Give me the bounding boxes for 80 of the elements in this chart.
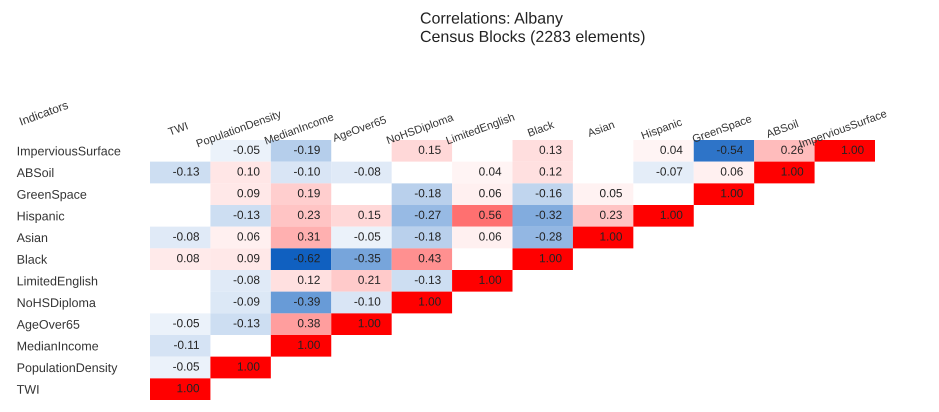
data-label: 0.04: [479, 167, 502, 176]
data-label: 0.15: [358, 210, 380, 219]
data-label: -0.13: [414, 276, 441, 284]
data-label: -0.39: [294, 297, 320, 306]
chart-title: Correlations: Albany Census Blocks (2283 elements): [420, 12, 644, 46]
data-label: -0.07: [656, 167, 682, 176]
data-label: -0.62: [294, 254, 320, 262]
data-label: -0.10: [294, 167, 320, 176]
data-label: 0.09: [237, 254, 260, 262]
data-label: -0.05: [354, 232, 380, 241]
data-label: 0.06: [720, 167, 743, 176]
data-label: 1.00: [480, 276, 502, 284]
data-label: -0.05: [234, 146, 260, 154]
y-tick-label: Black: [18, 254, 48, 264]
data-label: -0.32: [536, 210, 562, 219]
y-tick-label: PopulationDensity: [18, 362, 118, 375]
data-label: -0.16: [536, 188, 562, 198]
data-label: 1.00: [721, 188, 743, 198]
data-label: 1.00: [419, 297, 441, 306]
x-tick-label: TWI: [167, 122, 188, 136]
data-label: 0.12: [540, 167, 562, 176]
x-tick-label: Black: [527, 120, 555, 137]
data-label: 0.23: [600, 210, 622, 219]
data-label: -0.11: [174, 340, 199, 349]
data-label: 0.06: [479, 188, 502, 198]
y-tick-label: GreenSpace: [17, 190, 86, 202]
data-label: 0.12: [298, 276, 320, 284]
data-label: -0.27: [414, 210, 441, 219]
data-label: 0.05: [600, 188, 622, 198]
data-label: -0.05: [173, 362, 200, 371]
data-label: 0.09: [237, 188, 260, 198]
data-label: -0.05: [173, 318, 200, 328]
data-label: 1.00: [540, 254, 562, 262]
data-label: 1.00: [298, 340, 320, 349]
x-tick-label: Asian: [586, 120, 615, 138]
data-label: 0.19: [298, 188, 320, 198]
data-label: 0.38: [298, 318, 320, 328]
y-tick-label: Hispanic: [18, 211, 64, 223]
data-label: 0.04: [660, 146, 683, 154]
y-tick-label: MedianIncome: [18, 341, 98, 350]
data-label: -0.13: [234, 318, 260, 328]
data-label: -0.35: [354, 254, 380, 262]
y-tick-label: Asian: [16, 232, 48, 242]
data-label: 0.43: [418, 254, 441, 262]
data-label: 1.00: [238, 362, 260, 371]
data-label: 1.00: [358, 318, 380, 328]
y-tick-label: LimitedEnglish: [18, 276, 98, 288]
data-label: 0.56: [479, 210, 502, 219]
data-label: 0.26: [781, 146, 804, 154]
data-label: -0.19: [294, 146, 320, 154]
data-label: 1.00: [782, 167, 804, 176]
data-label: 0.21: [358, 276, 380, 284]
data-label: -0.08: [354, 167, 380, 176]
data-label: 1.00: [660, 210, 682, 219]
data-label: 0.06: [479, 232, 502, 241]
data-label: -0.13: [173, 167, 200, 176]
data-label: 0.15: [418, 146, 441, 154]
data-label: -0.28: [536, 232, 562, 241]
data-label: -0.18: [414, 232, 441, 241]
data-label: 0.23: [298, 210, 320, 219]
y-tick-label: ABSoil: [16, 168, 54, 178]
data-label: 0.08: [177, 254, 200, 262]
data-label: 0.13: [540, 146, 562, 154]
data-label: -0.54: [716, 146, 743, 154]
y-tick-label: TWI: [16, 385, 38, 394]
data-label: -0.13: [234, 210, 260, 219]
data-label: -0.18: [414, 188, 441, 198]
data-label: 0.31: [298, 232, 320, 241]
data-label: -0.08: [173, 232, 200, 241]
data-label: 1.00: [177, 384, 200, 392]
y-tick-label: NoHSDiploma: [18, 298, 96, 310]
data-label: -0.08: [234, 276, 260, 284]
data-label: 0.06: [237, 232, 260, 241]
data-label: 0.10: [237, 167, 260, 176]
y-tick-label: ImperviousSurface: [18, 146, 120, 158]
data-label: 1.00: [600, 232, 622, 241]
data-label: -0.10: [354, 297, 380, 306]
data-label: -0.09: [234, 297, 260, 306]
y-tick-label: AgeOver65: [16, 320, 80, 332]
data-label: 1.00: [842, 146, 864, 154]
